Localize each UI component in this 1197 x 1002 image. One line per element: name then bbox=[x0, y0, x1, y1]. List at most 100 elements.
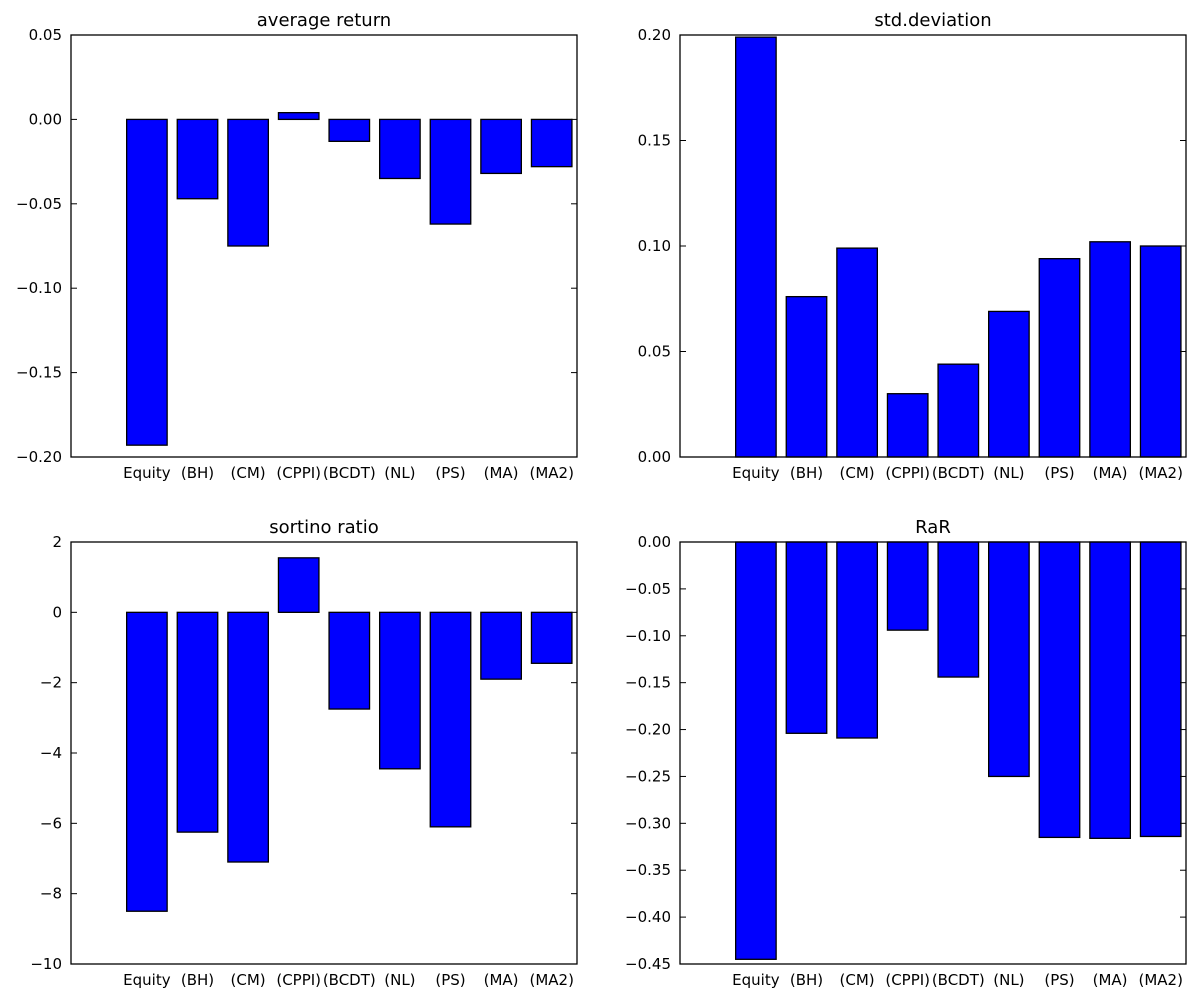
y-tick-label: 0.20 bbox=[638, 26, 671, 44]
y-tick-label: 0.10 bbox=[638, 237, 671, 255]
x-tick-label: (BH) bbox=[790, 464, 823, 482]
y-tick-label: −6 bbox=[40, 814, 62, 832]
y-tick-label: 0.00 bbox=[29, 110, 62, 128]
y-tick-label: −0.45 bbox=[625, 955, 671, 973]
bar-ma2 bbox=[530, 611, 573, 664]
x-tick-label: Equity bbox=[732, 971, 780, 989]
x-tick-label: (MA2) bbox=[1138, 971, 1182, 989]
bar-cm bbox=[836, 247, 878, 458]
bar-equity bbox=[735, 36, 777, 458]
y-tick-label: 0.00 bbox=[638, 448, 671, 466]
x-tick-label: (MA2) bbox=[1138, 464, 1182, 482]
x-tick-label: (CM) bbox=[231, 464, 266, 482]
y-tick-label: −0.35 bbox=[625, 861, 671, 879]
x-tick-label: (CM) bbox=[840, 464, 875, 482]
y-tick-label: −0.05 bbox=[625, 580, 671, 598]
axes-frame bbox=[70, 34, 578, 458]
x-tick-label: (MA) bbox=[1093, 464, 1128, 482]
x-tick-label: (PS) bbox=[435, 464, 465, 482]
bar-ps bbox=[1038, 541, 1081, 839]
x-tick-label: (CPPI) bbox=[276, 971, 321, 989]
y-tick-label: −0.30 bbox=[625, 814, 671, 832]
bar-equity bbox=[126, 611, 168, 912]
y-tick-label: −0.40 bbox=[625, 908, 671, 926]
bar-cm bbox=[836, 541, 878, 739]
x-tick-label: (BH) bbox=[181, 971, 214, 989]
x-tick-label: (NL) bbox=[993, 971, 1024, 989]
subplot-sortino-ratio: sortino ratio Equity (BH) (CM) (CPPI) (BCDT)… bbox=[30, 517, 578, 989]
x-tick-label: (NL) bbox=[384, 971, 415, 989]
y-tick-label: 0.15 bbox=[638, 132, 671, 150]
x-tick-label: (BCDT) bbox=[323, 971, 376, 989]
x-tick-label: Equity bbox=[732, 464, 780, 482]
bar-equity bbox=[126, 118, 168, 446]
axes-frame bbox=[70, 541, 578, 965]
x-tick-label: (MA) bbox=[484, 971, 519, 989]
y-tick-label: 2 bbox=[52, 533, 62, 551]
bar-bh bbox=[176, 118, 219, 200]
x-tick-label: (BH) bbox=[790, 971, 823, 989]
x-tick-label: (NL) bbox=[384, 464, 415, 482]
x-tick-label: (CM) bbox=[231, 971, 266, 989]
bar-bh bbox=[785, 295, 828, 458]
bar-bcdt bbox=[937, 541, 980, 678]
y-tick-label: −0.25 bbox=[625, 767, 671, 785]
y-tick-label: −0.15 bbox=[625, 674, 671, 692]
bar-ma2 bbox=[1139, 541, 1182, 838]
bar-ma2 bbox=[530, 118, 573, 168]
y-tick-label: −8 bbox=[40, 885, 62, 903]
x-tick-label: (CPPI) bbox=[276, 464, 321, 482]
y-tick-label: 0.05 bbox=[29, 26, 62, 44]
bar-cm bbox=[227, 611, 270, 863]
y-tick-label: −0.10 bbox=[625, 627, 671, 645]
bar-cppi bbox=[277, 112, 320, 121]
bar-bcdt bbox=[328, 611, 371, 710]
subplot-average-return: average return Equity (BH) (CM) (CPPI) (BCDT… bbox=[16, 10, 578, 482]
x-tick-label: (BCDT) bbox=[932, 464, 985, 482]
x-tick-label: (MA2) bbox=[529, 971, 573, 989]
x-tick-label: (NL) bbox=[993, 464, 1024, 482]
bar-ma2 bbox=[1139, 245, 1182, 458]
bar-cm bbox=[227, 118, 270, 247]
bar-bcdt bbox=[328, 118, 371, 142]
y-tick-label: −0.20 bbox=[16, 448, 62, 466]
bar-ma bbox=[1089, 241, 1131, 458]
x-tick-label: (PS) bbox=[435, 971, 465, 989]
x-tick-label: (CPPI) bbox=[885, 971, 930, 989]
bar-ma bbox=[480, 611, 523, 680]
bar-bh bbox=[785, 541, 828, 734]
y-tick-label: −0.10 bbox=[16, 279, 62, 297]
bar-ma bbox=[1089, 541, 1131, 839]
y-tick-label: −0.15 bbox=[16, 364, 62, 382]
x-tick-label: Equity bbox=[123, 464, 171, 482]
chart-title: std.deviation bbox=[874, 10, 991, 31]
bar-ma bbox=[480, 118, 523, 175]
bar-cppi bbox=[886, 541, 929, 631]
subplot-rar: RaR Equity (BH) (CM) (CPPI) (BCDT) (NL) (PS) (M… bbox=[625, 517, 1187, 989]
y-tick-label: 0.05 bbox=[638, 343, 671, 361]
y-tick-label: −0.05 bbox=[16, 195, 62, 213]
x-tick-label: (CM) bbox=[840, 971, 875, 989]
x-tick-label: (CPPI) bbox=[885, 464, 930, 482]
bar-bcdt bbox=[937, 363, 980, 458]
axes-frame bbox=[679, 34, 1187, 458]
bar-nl bbox=[378, 611, 421, 770]
y-tick-label: −2 bbox=[40, 674, 62, 692]
y-tick-label: 0 bbox=[52, 603, 62, 621]
chart-title: RaR bbox=[915, 517, 951, 538]
bar-ps bbox=[429, 118, 472, 225]
x-tick-label: (BCDT) bbox=[323, 464, 376, 482]
x-tick-label: (MA2) bbox=[529, 464, 573, 482]
x-tick-label: (MA) bbox=[1093, 971, 1128, 989]
bar-bh bbox=[176, 611, 219, 833]
bar-cppi bbox=[886, 393, 929, 458]
y-tick-label: −4 bbox=[40, 744, 62, 762]
bar-nl bbox=[988, 310, 1030, 458]
x-tick-label: (MA) bbox=[484, 464, 519, 482]
bar-nl bbox=[988, 541, 1030, 778]
x-tick-label: (BH) bbox=[181, 464, 214, 482]
y-tick-label: −10 bbox=[30, 955, 62, 973]
axes-frame bbox=[679, 541, 1187, 965]
bar-equity bbox=[735, 541, 777, 960]
